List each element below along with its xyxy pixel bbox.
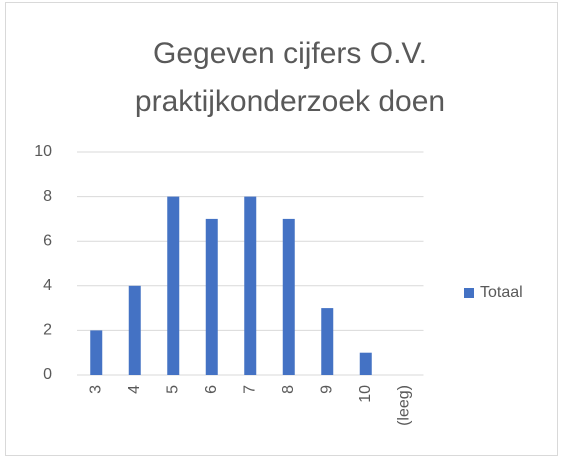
bar xyxy=(167,196,180,375)
y-tick-label: 10 xyxy=(34,143,52,160)
y-tick-label: 6 xyxy=(43,232,52,249)
legend-label: Totaal xyxy=(480,284,523,301)
y-tick-label: 2 xyxy=(43,322,52,339)
x-tick-label: 8 xyxy=(280,385,297,394)
x-tick-label: 3 xyxy=(87,385,104,394)
bar xyxy=(359,352,372,375)
legend-swatch xyxy=(464,288,474,298)
x-tick-label: 5 xyxy=(164,385,181,394)
bar xyxy=(244,196,257,375)
y-tick-label: 4 xyxy=(43,277,52,294)
chart-title: Gegeven cijfers O.V. praktijkonderzoek d… xyxy=(134,37,446,118)
y-tick-label: 8 xyxy=(43,188,52,205)
bar xyxy=(205,218,218,375)
x-tick-label: 10 xyxy=(357,385,374,403)
y-tick-label: 0 xyxy=(43,366,52,383)
x-tick-label: 9 xyxy=(318,385,335,394)
bar xyxy=(282,218,295,375)
x-tick-label: 6 xyxy=(203,385,220,394)
bar xyxy=(321,308,334,375)
x-tick-label: (leeg) xyxy=(395,385,412,426)
bar xyxy=(128,285,141,375)
bar xyxy=(90,330,103,375)
x-tick-label: 7 xyxy=(241,385,258,394)
x-tick-label: 4 xyxy=(126,385,143,394)
chart-border xyxy=(5,2,558,456)
